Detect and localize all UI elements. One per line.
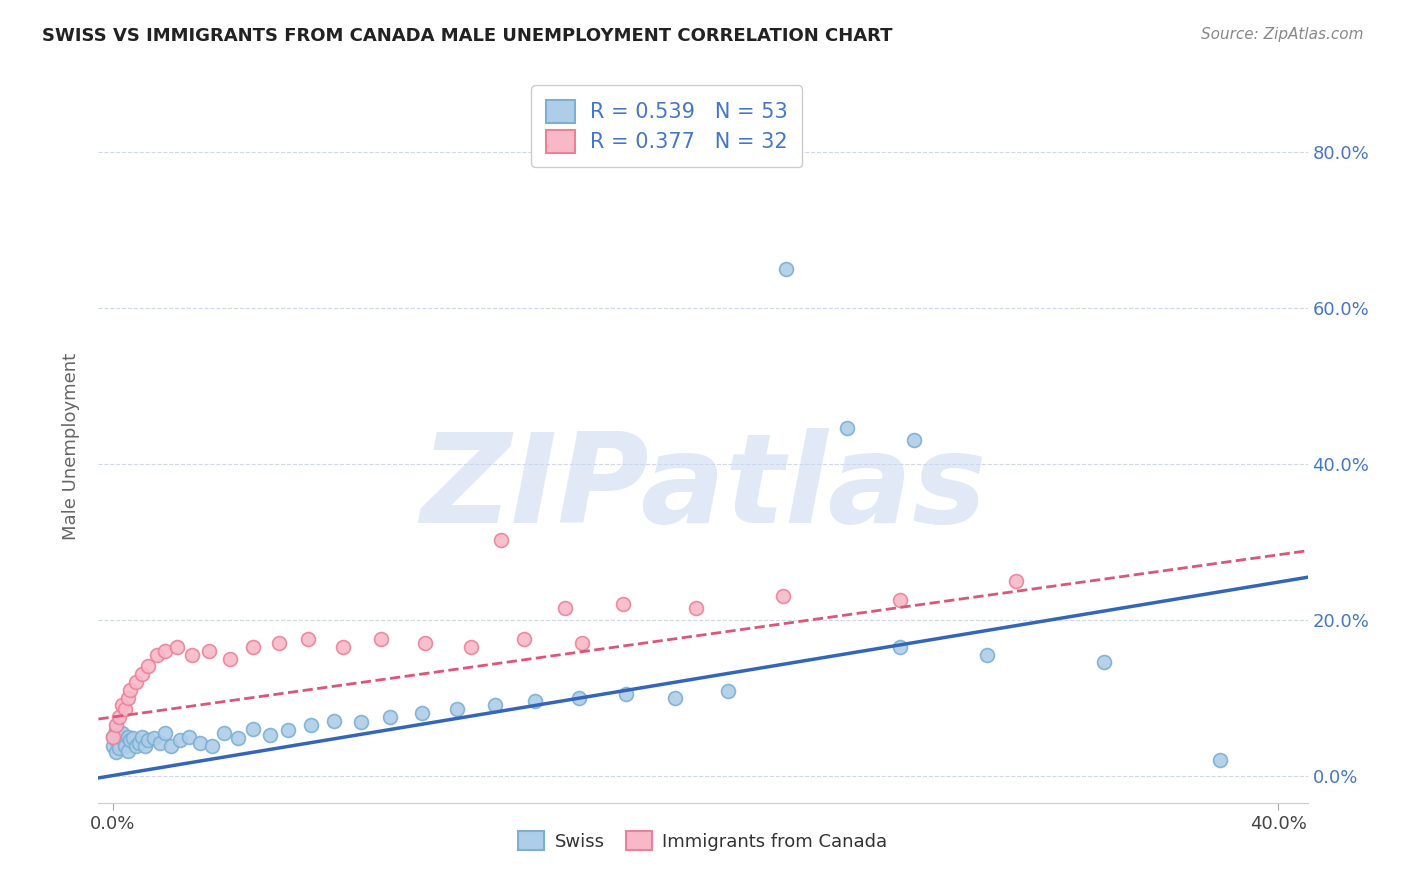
Point <box>226 731 249 745</box>
Point <box>571 636 593 650</box>
Point <box>111 725 134 739</box>
Point <box>104 718 127 732</box>
Point <box>242 722 264 736</box>
Point <box>267 636 290 650</box>
Point <box>145 648 167 662</box>
Point <box>114 702 136 716</box>
Point <box>299 718 322 732</box>
Point <box>117 690 139 705</box>
Point <box>837 421 859 435</box>
Point <box>134 739 156 753</box>
Point <box>136 733 159 747</box>
Point <box>125 739 148 753</box>
Point <box>128 736 150 750</box>
Point <box>259 728 281 742</box>
Point <box>277 723 299 738</box>
Point <box>1005 574 1028 588</box>
Point <box>242 640 264 654</box>
Point <box>166 640 188 654</box>
Point <box>160 739 183 753</box>
Point <box>177 730 200 744</box>
Point <box>1209 753 1232 767</box>
Point <box>332 640 354 654</box>
Point <box>104 745 127 759</box>
Legend: Swiss, Immigrants from Canada: Swiss, Immigrants from Canada <box>512 824 894 858</box>
Point <box>101 739 124 753</box>
Point <box>201 739 224 753</box>
Point <box>122 731 145 745</box>
Point <box>117 730 139 744</box>
Point <box>297 632 319 646</box>
Point <box>104 723 127 738</box>
Point <box>903 433 925 447</box>
Point <box>108 737 131 751</box>
Y-axis label: Male Unemployment: Male Unemployment <box>62 352 80 540</box>
Text: SWISS VS IMMIGRANTS FROM CANADA MALE UNEMPLOYMENT CORRELATION CHART: SWISS VS IMMIGRANTS FROM CANADA MALE UNE… <box>42 27 893 45</box>
Point <box>108 741 131 756</box>
Point <box>114 739 136 753</box>
Point <box>612 597 634 611</box>
Point <box>484 698 506 713</box>
Point <box>568 690 591 705</box>
Point <box>101 730 124 744</box>
Point <box>524 694 547 708</box>
Point <box>889 640 911 654</box>
Point <box>104 733 127 747</box>
Point <box>889 593 911 607</box>
Point <box>411 706 433 720</box>
Point <box>101 730 124 744</box>
Point <box>614 687 637 701</box>
Text: Source: ZipAtlas.com: Source: ZipAtlas.com <box>1201 27 1364 42</box>
Point <box>125 674 148 689</box>
Point <box>142 731 165 745</box>
Point <box>350 715 373 730</box>
Point <box>180 648 202 662</box>
Point <box>149 736 172 750</box>
Point <box>218 651 240 665</box>
Point <box>155 725 177 739</box>
Point <box>772 589 794 603</box>
Point <box>717 684 740 698</box>
Point <box>460 640 482 654</box>
Point <box>212 725 235 739</box>
Point <box>1092 656 1115 670</box>
Point <box>169 733 191 747</box>
Point <box>323 714 346 728</box>
Point <box>120 733 142 747</box>
Point <box>664 690 686 705</box>
Point <box>131 730 153 744</box>
Point <box>114 736 136 750</box>
Point <box>685 600 707 615</box>
Point <box>413 636 436 650</box>
Point <box>976 648 998 662</box>
Point <box>111 698 134 713</box>
Point <box>136 659 159 673</box>
Point <box>155 644 177 658</box>
Point <box>513 632 536 646</box>
Point <box>489 533 512 547</box>
Point <box>120 682 142 697</box>
Point <box>198 644 221 658</box>
Point <box>446 702 468 716</box>
Point <box>775 261 797 276</box>
Point <box>117 743 139 757</box>
Point <box>554 600 576 615</box>
Point <box>131 667 153 681</box>
Point <box>370 632 392 646</box>
Text: ZIPatlas: ZIPatlas <box>420 428 986 549</box>
Point <box>190 736 212 750</box>
Point <box>108 728 131 742</box>
Point <box>378 710 401 724</box>
Point <box>111 731 134 745</box>
Point <box>108 710 131 724</box>
